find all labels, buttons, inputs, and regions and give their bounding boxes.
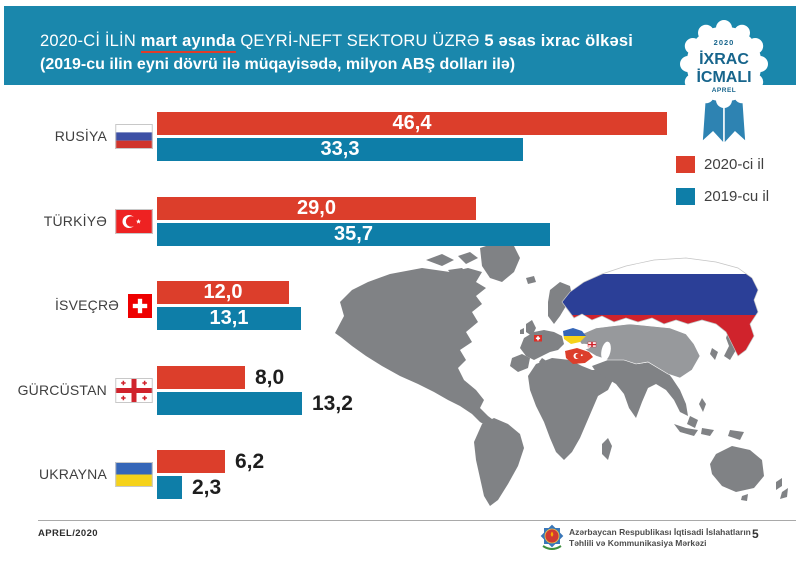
chart-row-i̇sveçrə: İSVEÇRƏ 12,0 13,1 bbox=[0, 281, 800, 330]
header-band: 2020-Cİ İLİN mart ayında QEYRİ-NEFT SEKT… bbox=[4, 6, 796, 85]
country-label: TÜRKİYƏ bbox=[43, 213, 107, 229]
map-arabia bbox=[572, 372, 600, 398]
azerbaijan-emblem-icon bbox=[540, 524, 564, 550]
flag-turkey-icon bbox=[115, 209, 153, 235]
country-label: UKRAYNA bbox=[38, 466, 107, 482]
world-map bbox=[335, 242, 788, 506]
legend-item-2019: 2019-cu il bbox=[676, 188, 769, 205]
map-caspian-sea bbox=[601, 341, 611, 361]
bar-2020-ci il: 46,4 bbox=[157, 112, 667, 135]
chart-row-türki̇yə: TÜRKİYƏ 29,0 35,7 bbox=[0, 197, 800, 246]
map-black-sea bbox=[577, 343, 591, 350]
map-north-america bbox=[335, 268, 496, 428]
bar-2019-cu il: 13,1 bbox=[157, 307, 301, 330]
bar-value: 13,1 bbox=[209, 307, 249, 329]
page-title: 2020-Cİ İLİN mart ayında QEYRİ-NEFT SEKT… bbox=[40, 31, 796, 53]
flag-switzerland-icon bbox=[128, 294, 152, 318]
legend-label-2019: 2019-cu il bbox=[704, 188, 770, 205]
bar-value: 12,0 bbox=[203, 281, 243, 303]
bar-2019-cu il: 35,7 bbox=[157, 223, 550, 246]
footer-date: APREL/2020 bbox=[38, 528, 98, 539]
map-south-asia bbox=[592, 360, 688, 418]
map-central-asia bbox=[579, 323, 701, 379]
title-prefix: 2020-Cİ İLİN bbox=[40, 32, 141, 50]
bar-2020-ci il bbox=[157, 450, 225, 473]
chart-row-gürcüstan: GÜRCÜSTAN 8,0 13,2 bbox=[0, 366, 800, 415]
bar-value: 35,7 bbox=[334, 223, 373, 245]
map-south-america bbox=[474, 418, 524, 506]
badge-month: APREL bbox=[712, 87, 737, 94]
bar-value: 46,4 bbox=[392, 112, 432, 134]
country-label: İSVEÇRƏ bbox=[54, 297, 119, 313]
bar-value: 29,0 bbox=[297, 197, 336, 219]
title-bold: 5 əsas ixrac ölkəsi bbox=[484, 32, 634, 50]
page-number: 5 bbox=[752, 527, 759, 541]
map-country-switzerland bbox=[534, 335, 542, 342]
country-flag bbox=[115, 209, 153, 239]
title-middle: QEYRİ-NEFT SEKTORU ÜZRƏ bbox=[235, 32, 485, 50]
bar-2019-cu il bbox=[157, 392, 302, 415]
chart-row-ukrayna: UKRAYNA 6,2 2,3 bbox=[0, 450, 800, 499]
legend-swatch-2020 bbox=[676, 156, 695, 173]
map-greenland bbox=[480, 242, 520, 282]
legend-label-2020: 2020-ci il bbox=[704, 156, 765, 173]
country-flag bbox=[115, 378, 153, 408]
map-australia bbox=[710, 446, 764, 492]
bar-2020-ci il: 29,0 bbox=[157, 197, 476, 220]
bar-2019-cu il bbox=[157, 476, 182, 499]
map-country-ukraine bbox=[563, 328, 586, 344]
country-label: GÜRCÜSTAN bbox=[17, 382, 107, 398]
export-review-badge: 2020 İXRAC İCMALI APREL bbox=[676, 12, 772, 160]
badge-year: 2020 bbox=[714, 38, 735, 47]
title-underlined: mart ayında bbox=[140, 32, 236, 53]
legend-item-2020: 2020-ci il bbox=[676, 156, 764, 173]
footer-divider bbox=[38, 520, 796, 521]
country-flag bbox=[115, 462, 153, 492]
bar-2019-cu il: 33,3 bbox=[157, 138, 523, 161]
flag-ukraine-icon bbox=[115, 462, 153, 488]
bar-value: 2,3 bbox=[192, 476, 222, 499]
country-flag bbox=[115, 124, 153, 154]
badge-line1: İXRAC bbox=[699, 50, 749, 68]
bar-2020-ci il: 12,0 bbox=[157, 281, 289, 304]
flag-georgia-icon bbox=[115, 378, 153, 404]
legend-swatch-2019 bbox=[676, 188, 695, 205]
agency-name: Azərbaycan Respublikası İqtisadi İslahat… bbox=[569, 527, 751, 548]
bar-value: 33,3 bbox=[320, 138, 360, 160]
agency-line2: Təhlili və Kommunikasiya Mərkəzi bbox=[569, 537, 707, 548]
chart-row-rusi̇ya: RUSİYA 46,4 33,3 bbox=[0, 112, 800, 161]
bar-value: 6,2 bbox=[235, 450, 265, 473]
bar-value: 8,0 bbox=[255, 366, 285, 389]
agency-line1: Azərbaycan Respublikası İqtisadi İslahat… bbox=[569, 527, 751, 537]
map-country-turkey bbox=[565, 348, 593, 364]
bar-value: 13,2 bbox=[312, 392, 353, 415]
badge-line2: İCMALI bbox=[696, 68, 751, 86]
bar-2020-ci il bbox=[157, 366, 245, 389]
map-europe bbox=[548, 282, 572, 324]
rosette-badge-icon: 2020 İXRAC İCMALI APREL bbox=[680, 20, 768, 146]
flag-russia-icon bbox=[115, 124, 153, 150]
country-flag bbox=[127, 294, 153, 323]
page-subtitle: (2019-cu ilin eyni dövrü ilə müqayisədə,… bbox=[40, 56, 516, 73]
country-label: RUSİYA bbox=[54, 128, 107, 144]
map-country-georgia bbox=[587, 341, 597, 348]
